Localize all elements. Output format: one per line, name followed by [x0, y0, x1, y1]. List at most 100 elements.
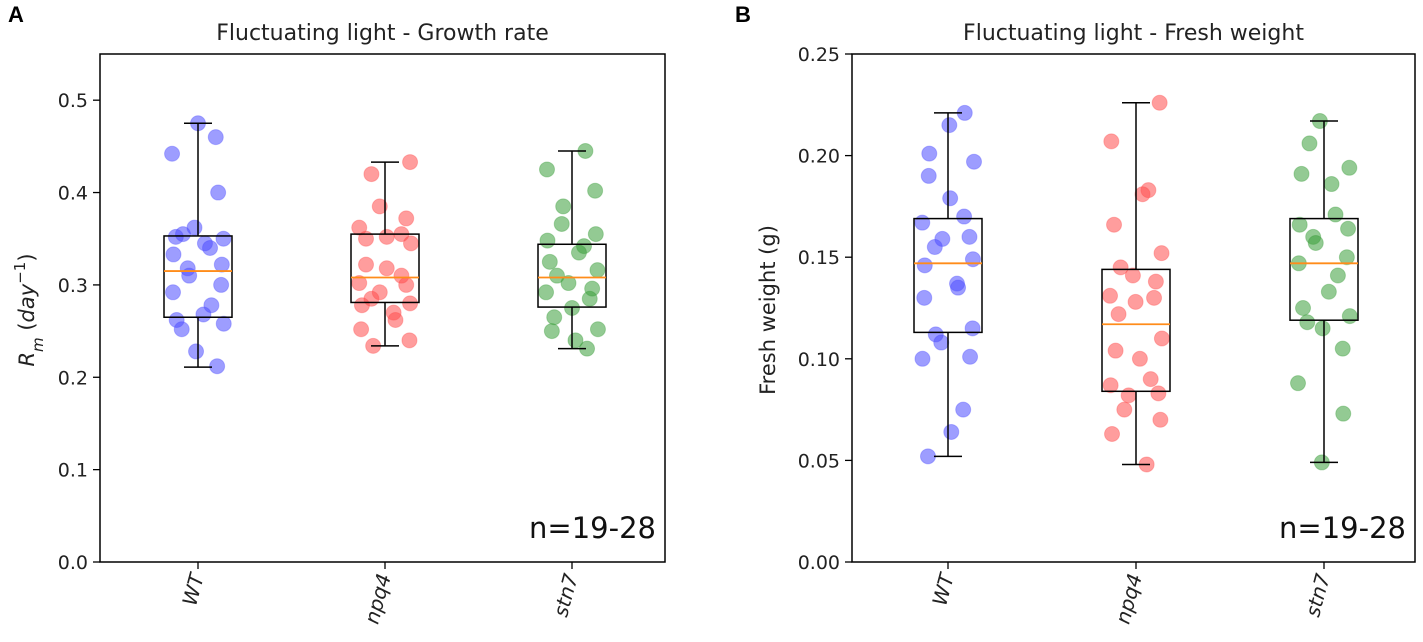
- data-point: [1299, 314, 1316, 331]
- data-point: [1290, 375, 1307, 392]
- data-point: [188, 343, 205, 360]
- data-point: [589, 262, 606, 279]
- data-point: [165, 246, 182, 263]
- y-axis-label-part: ): [15, 253, 39, 261]
- box-2: [537, 243, 607, 308]
- data-point: [916, 289, 933, 306]
- data-point: [363, 166, 380, 183]
- y-tick-label: 0.1: [58, 460, 88, 482]
- data-point: [555, 198, 572, 215]
- data-point: [1301, 135, 1318, 152]
- y-tick-label: 0.05: [798, 450, 840, 472]
- data-point: [965, 153, 982, 170]
- data-point: [401, 332, 418, 349]
- data-point: [173, 321, 190, 338]
- sample-size-note: n=19-28: [529, 511, 656, 545]
- data-point: [207, 129, 224, 146]
- y-tick-label: 0.00: [798, 552, 840, 574]
- box-0: [163, 235, 233, 318]
- data-point: [1329, 267, 1346, 284]
- data-point: [587, 226, 604, 243]
- data-point: [916, 257, 933, 274]
- chart-title: Fluctuating light - Growth rate: [216, 21, 549, 46]
- data-point: [1107, 342, 1124, 359]
- data-point: [1147, 273, 1164, 290]
- data-point: [1314, 320, 1331, 337]
- data-point: [378, 228, 395, 245]
- data-point: [353, 321, 370, 338]
- x-tick-label: WT: [927, 569, 959, 608]
- data-point: [548, 267, 565, 284]
- data-point: [1134, 186, 1151, 203]
- data-point: [964, 320, 981, 337]
- y-tick-label: 0.3: [58, 275, 88, 297]
- data-point: [964, 251, 981, 268]
- data-point: [1327, 206, 1344, 223]
- data-point: [357, 230, 374, 247]
- data-point: [914, 350, 931, 367]
- data-point: [546, 309, 563, 326]
- data-point: [402, 154, 419, 171]
- panel-a: A Fluctuating light - Growth rate 0.0 0.1 0.…: [8, 2, 666, 626]
- data-point: [538, 161, 555, 178]
- data-point: [1338, 249, 1355, 266]
- data-point: [921, 145, 938, 162]
- data-point: [1295, 300, 1312, 316]
- box-1: [1101, 268, 1171, 393]
- y-tick-label: 0.2: [58, 367, 88, 389]
- y-axis-label-part: −1: [11, 262, 29, 284]
- data-point: [398, 210, 415, 227]
- data-point: [387, 312, 404, 329]
- data-point: [1323, 176, 1340, 193]
- data-point: [1131, 350, 1148, 367]
- data-point: [1102, 287, 1119, 304]
- panel-letter: B: [735, 2, 751, 27]
- y-axis-label-part: R: [15, 352, 39, 367]
- data-point: [1142, 371, 1159, 388]
- y-axis-label-part: m: [29, 337, 47, 352]
- data-point: [570, 244, 587, 261]
- panel-letter: A: [8, 2, 24, 27]
- data-point: [202, 239, 219, 256]
- data-point: [956, 208, 973, 225]
- plot-frame: [99, 53, 666, 563]
- data-point: [1335, 405, 1352, 422]
- data-point: [164, 145, 181, 162]
- data-point: [1341, 308, 1358, 325]
- y-tick-label: 0.25: [798, 44, 840, 66]
- y-tick-label: 0.0: [58, 552, 88, 574]
- data-point: [962, 348, 979, 365]
- data-point: [1110, 306, 1127, 323]
- data-point: [1103, 133, 1120, 150]
- box-1: [350, 233, 420, 304]
- data-point: [541, 253, 558, 270]
- data-point: [351, 219, 368, 236]
- data-point: [358, 256, 375, 273]
- x-tick-label: stn7: [1300, 571, 1335, 620]
- x-tick-label: npq4: [360, 571, 396, 626]
- data-point: [587, 182, 604, 199]
- data-point: [914, 214, 931, 231]
- data-point: [539, 232, 556, 249]
- data-point: [1116, 401, 1133, 418]
- data-point: [1151, 94, 1168, 111]
- data-point: [560, 275, 577, 292]
- data-point: [398, 276, 415, 293]
- data-point: [941, 117, 958, 134]
- data-point: [165, 284, 182, 301]
- y-tick-label: 0.20: [798, 146, 840, 168]
- data-point: [919, 448, 936, 465]
- y-tick-label: 0.10: [798, 349, 840, 371]
- data-point: [1340, 220, 1357, 237]
- x-tick-label: stn7: [548, 571, 583, 620]
- y-tick-label: 0.5: [58, 90, 88, 112]
- data-point: [538, 284, 555, 301]
- data-point: [1291, 216, 1308, 233]
- panel-b: B Fluctuating light - Fresh weight 0.00 0.0…: [735, 2, 1416, 626]
- data-point: [1152, 411, 1169, 428]
- data-point: [195, 306, 212, 323]
- data-point: [1320, 283, 1337, 300]
- data-point: [1153, 330, 1170, 347]
- data-point: [920, 167, 937, 184]
- data-point: [1106, 216, 1123, 233]
